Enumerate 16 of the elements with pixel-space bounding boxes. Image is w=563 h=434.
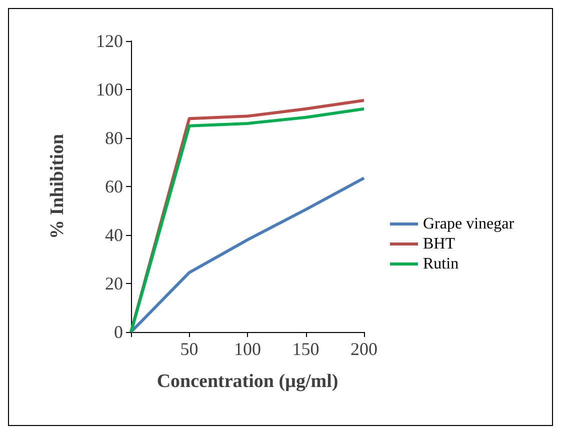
legend-label: Grape vinegar bbox=[423, 216, 515, 232]
y-tick-label: 120 bbox=[96, 31, 123, 51]
x-tick-label: 100 bbox=[234, 339, 261, 359]
y-tick-label: 80 bbox=[105, 128, 123, 148]
y-axis-title: % Inhibition bbox=[47, 134, 68, 240]
legend-label: Rutin bbox=[423, 256, 459, 272]
x-tick-label: 150 bbox=[292, 339, 320, 359]
y-tick-label: 100 bbox=[96, 80, 123, 100]
x-tick-label: 50 bbox=[180, 339, 198, 359]
y-tick-label: 60 bbox=[105, 176, 123, 196]
x-axis-title: Concentration (µg/ml) bbox=[156, 371, 338, 392]
y-tick-label: 20 bbox=[105, 274, 123, 294]
y-tick-label: 0 bbox=[114, 322, 123, 342]
x-tick-label: 200 bbox=[350, 339, 378, 359]
y-tick-label: 40 bbox=[105, 225, 123, 245]
legend-label: BHT bbox=[423, 236, 456, 252]
